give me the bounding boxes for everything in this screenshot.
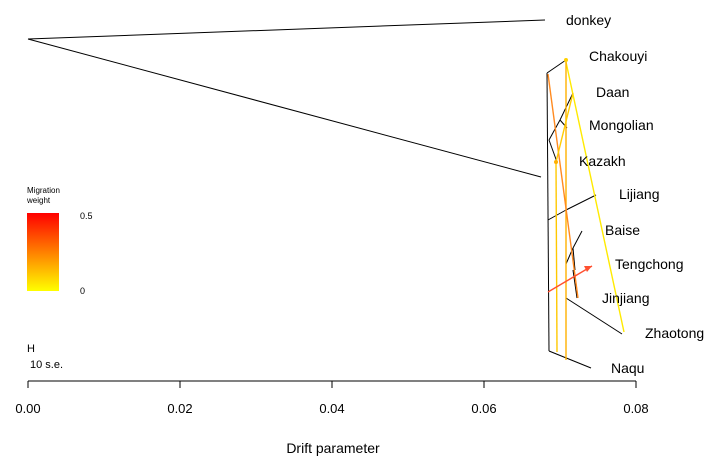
legend-min-label: 0 bbox=[80, 286, 85, 296]
leaf-label-mongolian: Mongolian bbox=[589, 117, 654, 133]
edge-baise bbox=[572, 230, 583, 249]
migration-edge-daan-kazakh bbox=[555, 92, 574, 163]
migration-edge-kazakh-naqu bbox=[555, 161, 558, 353]
x-tick-label: 0.06 bbox=[471, 401, 496, 416]
edge-jinjiang bbox=[572, 269, 578, 299]
leaf-label-naqu: Naqu bbox=[611, 360, 644, 376]
leaf-label-jinjiang: Jinjiang bbox=[602, 290, 649, 306]
x-tick-label: 0.00 bbox=[15, 401, 40, 416]
leaf-label-chakouyi: Chakouyi bbox=[589, 48, 647, 64]
leaf-label-donkey: donkey bbox=[566, 12, 611, 28]
edge-root-donkey bbox=[27, 19, 546, 40]
edge-lijiang-stem bbox=[547, 209, 567, 221]
legend-title-line2: weight bbox=[26, 196, 51, 205]
edge-daan-stem bbox=[548, 119, 561, 141]
leaf-label-lijiang: Lijiang bbox=[619, 186, 659, 202]
leaf-label-daan: Daan bbox=[596, 84, 629, 100]
edge-chakouyi bbox=[546, 59, 567, 74]
tree-edges bbox=[27, 19, 623, 369]
migration-edges bbox=[547, 58, 625, 360]
migration-point-kazakh bbox=[554, 160, 558, 164]
leaf-label-zhaotong: Zhaotong bbox=[645, 325, 704, 341]
migration-weight-legend: Migration weight 0.5 0 bbox=[26, 186, 93, 296]
edge-spine bbox=[546, 72, 550, 352]
leaf-label-tengchong: Tengchong bbox=[615, 256, 684, 272]
edge-root-ingroup bbox=[27, 38, 542, 178]
x-axis-label: Drift parameter bbox=[286, 440, 380, 456]
legend-max-label: 0.5 bbox=[80, 211, 93, 221]
migration-edge-chakouyi-jinjiang bbox=[547, 73, 579, 299]
scale-bar-symbol: H bbox=[27, 343, 35, 355]
migration-arrowhead-tengchong bbox=[584, 266, 592, 272]
migration-point-chakouyi bbox=[564, 58, 568, 62]
leaf-label-baise: Baise bbox=[605, 222, 640, 238]
scale-bar-label: 10 s.e. bbox=[30, 359, 63, 371]
legend-title-line1: Migration bbox=[27, 186, 60, 195]
edge-naqu bbox=[548, 350, 592, 369]
x-tick-label: 0.02 bbox=[167, 401, 192, 416]
scale-bar: H 10 s.e. bbox=[27, 343, 63, 371]
edge-lijiang bbox=[565, 194, 597, 211]
migration-edge-chakouyi-zhaotong bbox=[565, 61, 625, 333]
legend-color-ramp bbox=[27, 213, 59, 291]
leaf-labels: donkey Chakouyi Daan Mongolian Kazakh Li… bbox=[566, 12, 704, 376]
leaf-label-kazakh: Kazakh bbox=[579, 153, 626, 169]
edge-tengchong-stem bbox=[572, 247, 576, 271]
x-tick-label: 0.04 bbox=[319, 401, 344, 416]
x-tick-label: 0.08 bbox=[623, 401, 648, 416]
edge-kazakh bbox=[548, 139, 558, 163]
x-ticks: 0.00 0.02 0.04 0.06 0.08 bbox=[15, 381, 649, 416]
edge-zhaotong bbox=[565, 297, 623, 335]
migration-edge-jinjiang-tengchong bbox=[547, 265, 593, 293]
